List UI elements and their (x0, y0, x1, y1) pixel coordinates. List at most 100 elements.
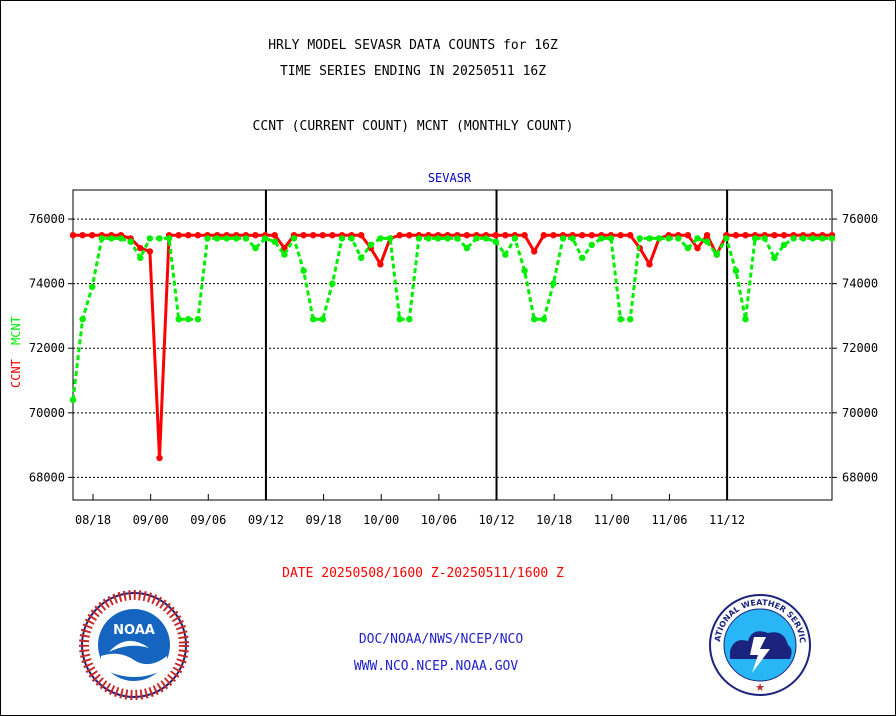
data-point-ccnt (137, 244, 144, 252)
x-tick-label: 08/18 (75, 513, 111, 527)
data-point-mcnt (607, 235, 615, 242)
data-point-mcnt (761, 235, 768, 242)
data-point-mcnt (665, 235, 672, 242)
data-point-ccnt (271, 232, 278, 239)
data-point-mcnt (252, 244, 259, 252)
x-tick-label: 09/00 (133, 513, 169, 527)
y-tick-label-left: 68000 (29, 470, 65, 484)
data-point-mcnt (406, 316, 413, 323)
data-point-ccnt (550, 232, 557, 239)
data-point-ccnt (742, 232, 749, 239)
series-line-mcnt (71, 234, 832, 401)
data-point-ccnt (492, 232, 499, 239)
data-point-mcnt (809, 235, 816, 242)
org-path-link[interactable]: DOC/NOAA/NWS/NCEP/NCO (358, 632, 524, 647)
data-point-mcnt (675, 235, 682, 242)
data-point-mcnt (300, 267, 307, 274)
data-point-mcnt (771, 254, 778, 261)
y-axis-label-ccnt: CCNT (9, 359, 23, 388)
y-tick-label-right: 68000 (842, 470, 878, 484)
data-point-mcnt (185, 316, 192, 323)
data-point-mcnt (204, 235, 211, 242)
data-point-mcnt (396, 316, 403, 323)
x-tick-label: 10/12 (478, 513, 514, 527)
x-tick-label: 11/00 (594, 513, 630, 527)
x-tick-label: 11/12 (709, 513, 745, 527)
x-tick-label: 09/12 (248, 513, 284, 527)
data-point-mcnt (213, 235, 221, 242)
data-point-ccnt (771, 232, 778, 239)
data-point-mcnt (262, 235, 269, 242)
date-range-label: DATE 20250508/1600 Z-20250511/1600 Z (282, 566, 564, 581)
data-point-mcnt (694, 235, 701, 242)
data-point-mcnt (790, 235, 797, 242)
data-point-mcnt (194, 316, 202, 323)
data-point-mcnt (703, 238, 711, 245)
data-point-mcnt (521, 267, 528, 274)
data-point-mcnt (463, 244, 471, 252)
data-point-ccnt (310, 232, 317, 239)
data-point-mcnt (165, 235, 173, 242)
y-tick-label-right: 72000 (842, 341, 878, 355)
data-point-mcnt (732, 267, 740, 274)
data-point-mcnt (175, 316, 182, 323)
data-point-mcnt (127, 238, 134, 245)
data-point-mcnt (819, 235, 826, 242)
data-point-ccnt (69, 232, 77, 239)
data-point-mcnt (444, 235, 451, 242)
x-tick-label: 11/06 (651, 513, 687, 527)
data-point-mcnt (713, 251, 720, 258)
plot-area (72, 189, 833, 501)
data-point-mcnt (338, 235, 346, 242)
data-point-mcnt (502, 251, 509, 258)
panel-title: SEVASR (428, 171, 472, 185)
data-point-mcnt (98, 235, 106, 242)
data-point-ccnt (377, 261, 384, 268)
data-point-ccnt (252, 232, 259, 239)
data-point-mcnt (579, 254, 586, 261)
data-point-mcnt (751, 235, 759, 242)
data-point-mcnt (454, 235, 461, 242)
data-point-ccnt (185, 232, 192, 239)
data-point-ccnt (684, 232, 692, 239)
data-point-mcnt (531, 316, 538, 323)
y-tick-label-right: 74000 (842, 277, 878, 291)
data-point-mcnt (108, 235, 115, 242)
data-point-ccnt (406, 232, 413, 239)
data-point-ccnt (329, 232, 336, 239)
chart-title-line2: TIME SERIES ENDING IN 20250511 16Z (279, 64, 547, 79)
data-point-mcnt (233, 235, 240, 242)
data-point-mcnt (156, 235, 163, 242)
data-point-mcnt (627, 316, 634, 323)
data-point-ccnt (396, 232, 403, 239)
data-point-ccnt (502, 232, 509, 239)
website-link[interactable]: WWW.NCO.NCEP.NOAA.GOV (353, 659, 519, 674)
data-point-ccnt (531, 248, 538, 255)
x-tick-label: 10/06 (421, 513, 457, 527)
data-point-mcnt (492, 238, 499, 245)
nws-logo: ★ NATIONAL WEATHER SERVICE (708, 593, 811, 696)
data-point-mcnt (137, 254, 144, 261)
data-point-mcnt (588, 241, 595, 249)
y-tick-label-left: 70000 (29, 406, 65, 420)
data-point-mcnt (89, 283, 96, 291)
data-point-mcnt (79, 316, 86, 323)
data-point-ccnt (319, 232, 326, 239)
data-point-mcnt (828, 235, 836, 242)
data-point-mcnt (617, 316, 624, 323)
data-point-mcnt (655, 235, 663, 242)
data-point-mcnt (271, 238, 278, 245)
data-point-mcnt (367, 241, 374, 249)
data-point-mcnt (377, 235, 384, 242)
data-point-mcnt (569, 235, 576, 242)
data-point-mcnt (684, 244, 692, 252)
data-point-mcnt (415, 235, 423, 242)
data-point-ccnt (79, 232, 86, 239)
data-point-mcnt (69, 396, 77, 404)
x-tick-label: 09/18 (306, 513, 342, 527)
y-axis-label-mcnt: MCNT (9, 316, 23, 345)
data-point-mcnt (348, 235, 355, 242)
chart-title-line1: HRLY MODEL SEVASR DATA COUNTS for 16Z (268, 38, 558, 53)
data-point-ccnt (521, 232, 528, 239)
x-tick-label: 09/06 (190, 513, 226, 527)
